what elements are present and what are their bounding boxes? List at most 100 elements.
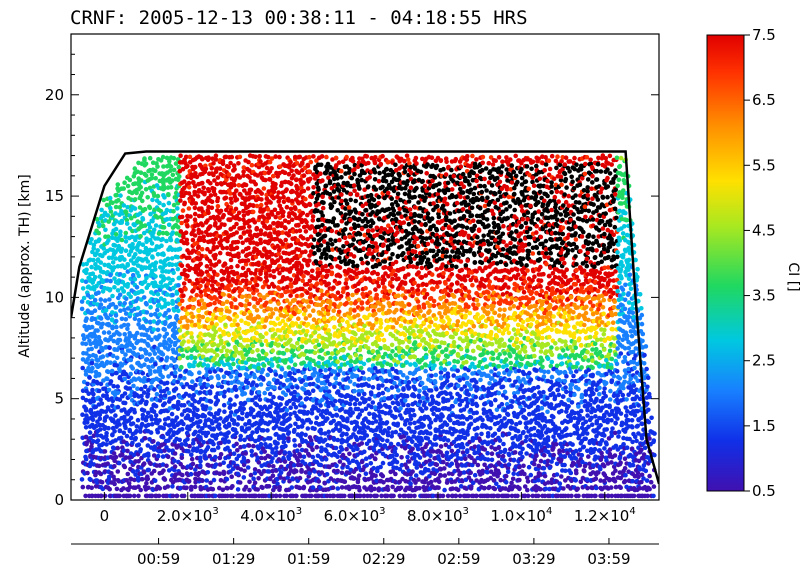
ci-data-point [115,469,121,474]
ci-data-point [205,470,211,475]
ci-data-point [323,457,329,462]
ci-data-point [192,217,198,222]
ci-data-point [237,480,243,485]
ci-data-point [192,211,198,217]
ci-data-point [134,285,140,290]
ci-data-point [118,435,124,441]
ci-data-point [168,164,174,169]
ci-data-point [141,408,147,413]
ci-data-point [252,357,258,363]
ci-data-point [185,273,190,279]
ci-data-point [257,154,263,159]
ci-data-point [222,261,228,267]
ci-data-point [114,324,119,330]
ci-data-point [283,443,288,449]
ci-data-point [347,379,353,384]
ci-data-point [280,241,286,247]
ci-data-point [267,404,273,410]
ci-data-point [264,315,270,321]
ci-data-point [112,429,117,434]
ci-data-point [98,493,104,499]
ci-data-point [323,323,329,329]
ci-data-point [101,197,106,203]
ci-data-point [213,329,219,335]
ci-data-point [349,175,355,181]
ci-data-point [144,480,149,486]
ci-data-point [105,461,110,467]
ci-data-point [229,200,234,205]
ci-data-point [118,308,123,314]
ci-data-point [95,257,101,262]
ci-data-point [297,154,303,160]
ci-data-point [345,426,351,432]
ci-data-point [262,324,267,330]
ci-data-point [123,296,129,302]
ci-data-point [221,460,226,466]
ci-data-point [193,429,198,435]
ci-data-point [108,381,113,386]
ci-data-point [220,245,226,251]
ci-data-point [155,164,160,169]
ci-data-point [95,328,100,333]
ci-data-point [350,259,356,265]
ci-data-point [288,358,294,364]
ci-data-point [170,277,175,283]
ci-data-point [87,398,93,404]
ci-data-point [215,272,220,278]
ci-data-point [288,423,293,429]
ci-data-point [140,412,146,418]
ci-data-point [202,301,207,307]
ci-data-point [181,293,186,299]
ci-data-point [162,276,167,282]
ci-data-point [259,197,264,202]
ci-data-point [273,185,278,191]
ci-data-point [122,391,128,396]
ci-data-point [200,270,205,276]
ci-data-point [240,265,246,271]
ci-data-point [160,435,166,440]
ci-data-point [122,301,127,306]
ci-data-point [125,262,130,267]
ci-data-point [335,176,340,181]
ci-data-point [191,228,196,233]
ci-data-point [185,218,190,223]
ci-data-point [224,476,230,482]
ci-data-point [89,360,95,366]
ci-data-point [111,446,117,451]
ci-data-point [286,456,292,462]
ci-data-point [90,249,95,255]
ci-data-point [234,394,239,399]
ci-data-point [335,454,340,460]
ci-data-point [104,442,109,447]
ci-data-point [102,262,107,268]
ci-data-point [352,388,357,394]
ci-data-point [170,298,175,304]
ci-data-point [303,493,308,499]
ci-data-point [159,243,164,248]
ci-data-point [154,391,160,397]
ci-data-point [120,452,125,458]
ci-data-point [211,477,217,483]
ci-data-point [189,452,194,458]
ci-data-point [189,456,195,462]
ci-data-point [88,435,93,441]
ci-data-point [96,371,102,377]
ci-data-point [114,355,120,361]
ci-data-point [198,435,203,440]
ci-data-point [98,471,104,477]
ci-data-point [270,311,276,316]
ci-data-point [101,330,107,335]
ci-data-point [101,269,106,275]
ci-data-point [258,228,264,233]
ci-data-point [140,289,145,294]
ci-data-point [99,207,104,213]
ci-data-point [337,459,343,464]
ci-data-point [170,230,176,235]
ci-data-point [273,372,279,377]
ci-data-point [87,476,93,482]
ci-data-point [133,435,138,441]
ci-data-point [139,354,145,359]
ci-data-point [115,445,120,451]
ci-data-point [310,218,316,223]
ci-data-point [282,459,288,464]
